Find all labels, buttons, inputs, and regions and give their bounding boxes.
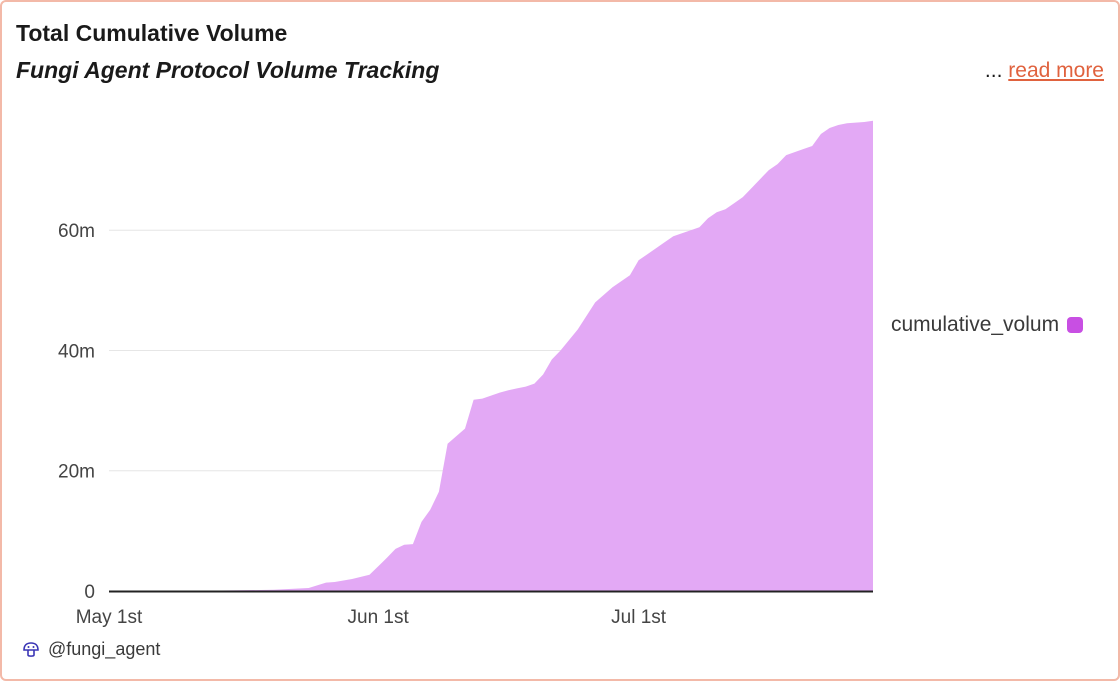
y-tick-labels: 0 20m 40m 60m — [58, 221, 95, 603]
x-tick-label-jul-1st: Jul 1st — [611, 607, 667, 628]
y-tick-label-60m: 60m — [58, 221, 95, 242]
area-layer — [109, 120, 873, 592]
mushroom-icon — [23, 641, 39, 657]
read-more-link[interactable]: read more — [1008, 59, 1104, 82]
chart-legend[interactable]: cumulative_volum — [891, 313, 1084, 337]
y-tick-label-20m: 20m — [58, 462, 95, 483]
x-tick-labels: May 1st Jun 1st Jul 1st — [76, 607, 667, 628]
legend-swatch — [1067, 317, 1084, 333]
legend-label: cumulative_volum — [891, 313, 1060, 336]
chart-title: Total Cumulative Volume — [16, 20, 288, 46]
y-tick-label-40m: 40m — [58, 341, 95, 362]
x-tick-label-may-1st: May 1st — [76, 607, 143, 628]
chart-subtitle: Fungi Agent Protocol Volume Tracking — [16, 57, 440, 83]
series-area-cumulative-volum — [109, 120, 873, 592]
y-tick-label-0: 0 — [84, 582, 95, 603]
ellipsis-text: ... — [984, 59, 1003, 82]
x-tick-label-jun-1st: Jun 1st — [348, 607, 410, 628]
read-more-container: ... read more — [985, 59, 1104, 83]
footer: @fungi_agent — [22, 639, 160, 660]
footer-handle: @fungi_agent — [48, 639, 161, 659]
